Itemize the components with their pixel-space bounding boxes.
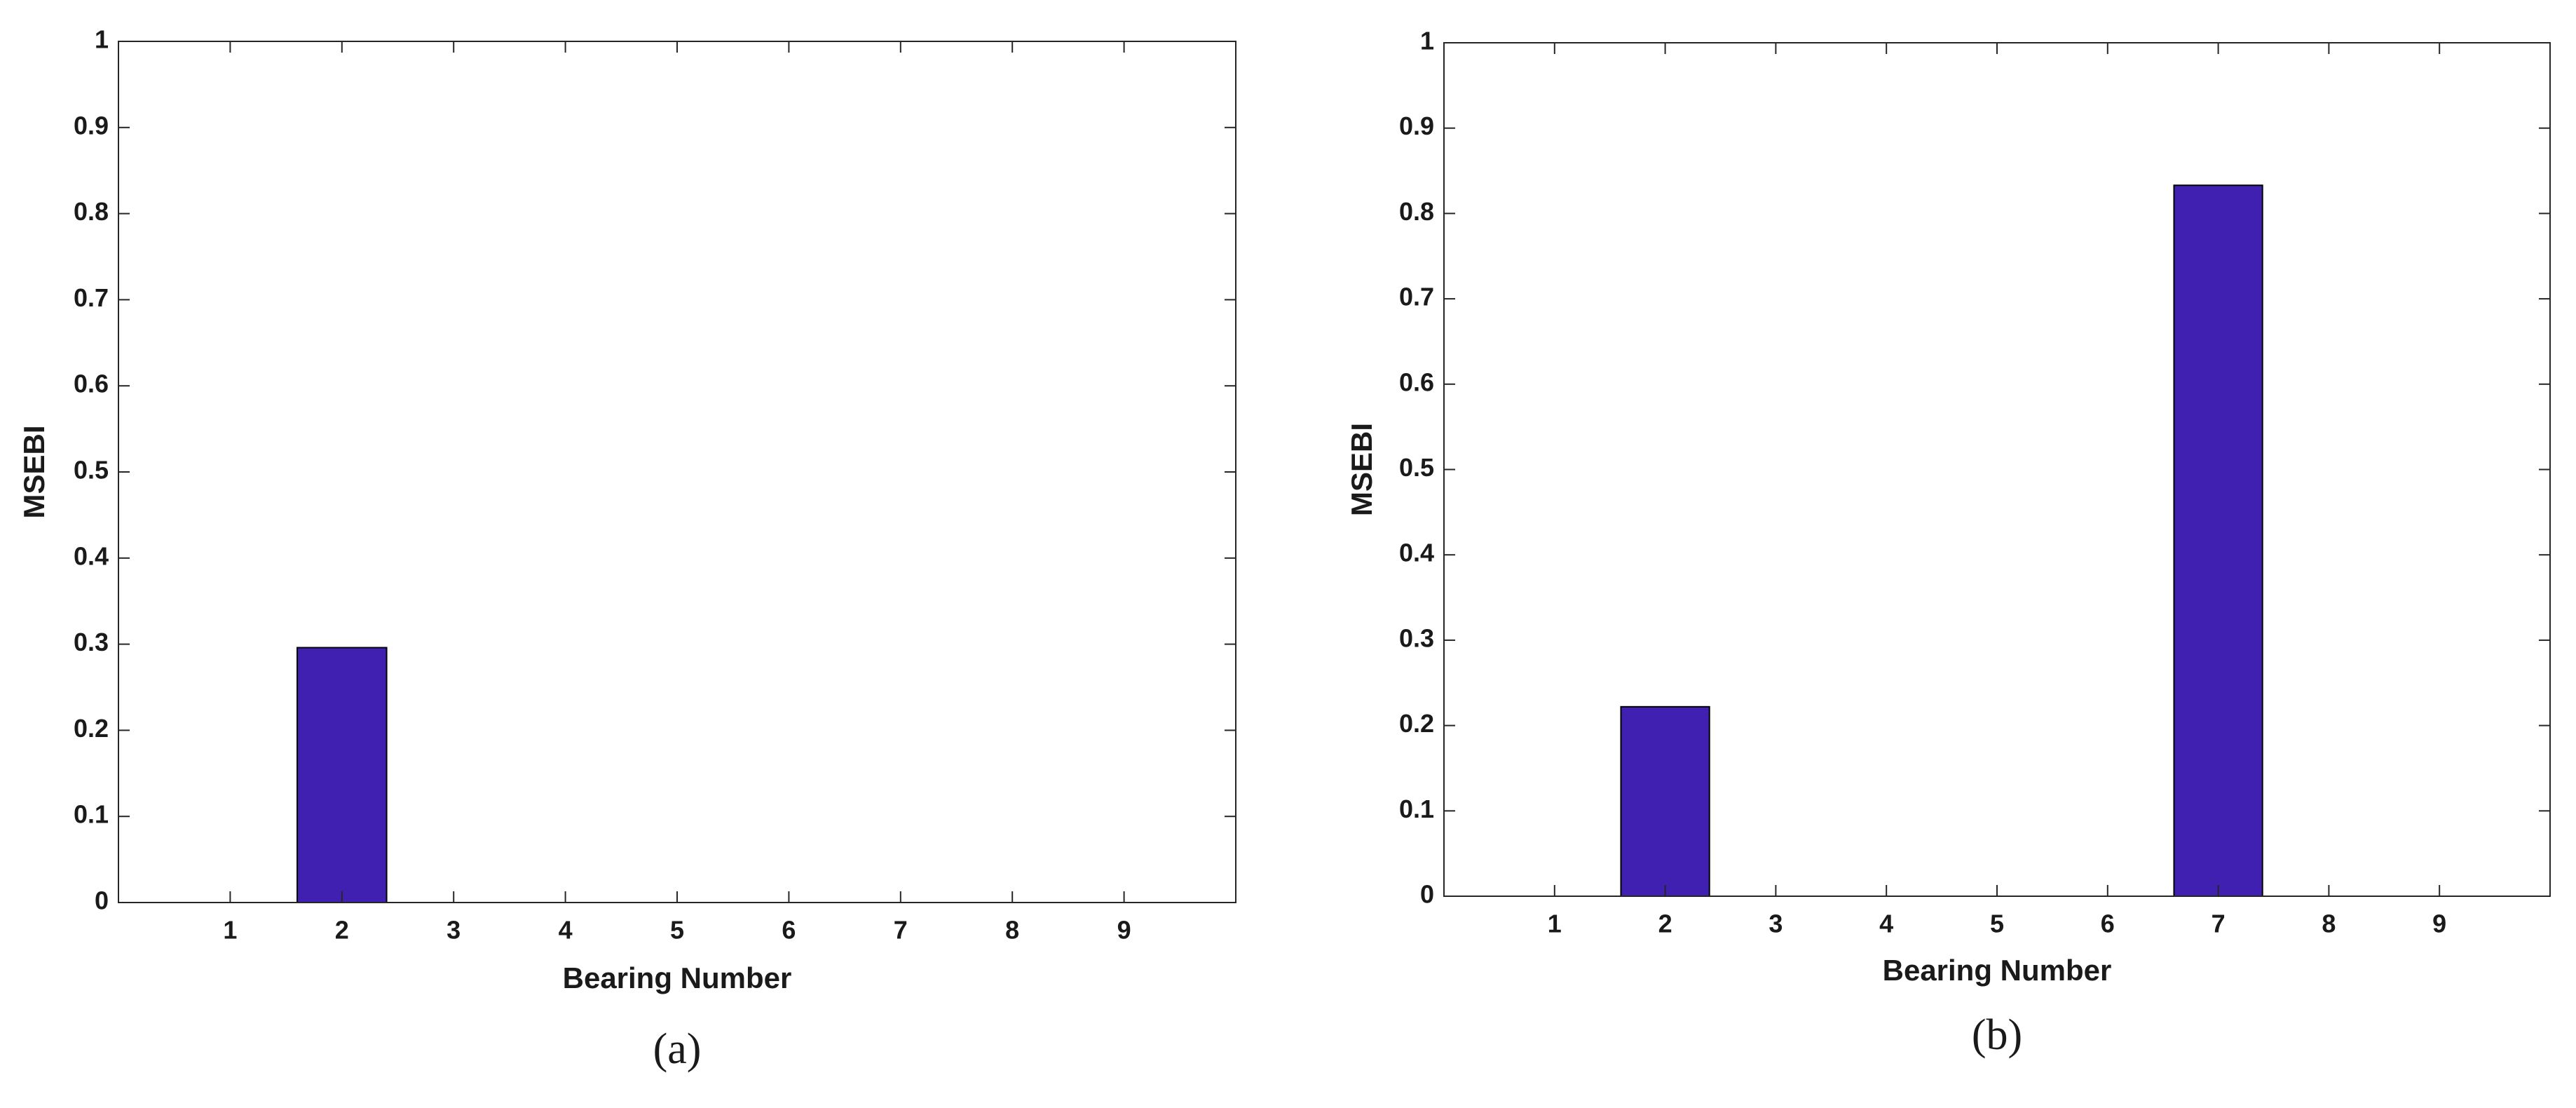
x-tick-label: 2 <box>335 916 349 945</box>
bar <box>2173 184 2263 897</box>
x-tick-label: 7 <box>894 916 908 945</box>
y-tick-label: 0.3 <box>74 628 109 656</box>
y-tick-label: 0 <box>1420 880 1434 909</box>
x-tick-label: 5 <box>1990 910 2004 938</box>
y-tick-label: 0.5 <box>1399 453 1434 482</box>
bar <box>297 647 388 904</box>
y-axis-label: MSEBI <box>18 425 50 518</box>
x-tick-label: 3 <box>447 916 461 945</box>
y-tick-label: 0.7 <box>74 283 109 312</box>
caption: (a) <box>653 1025 702 1073</box>
y-axis-label: MSEBI <box>1345 423 1378 516</box>
y-tick-label: 0 <box>95 886 109 915</box>
y-tick-label: 0.9 <box>1399 112 1434 140</box>
x-tick-label: 7 <box>2212 910 2226 938</box>
x-tick-label: 4 <box>559 916 573 945</box>
y-tick-label: 0.9 <box>74 111 109 140</box>
x-tick-label: 1 <box>223 916 237 945</box>
y-tick-label: 0.1 <box>74 800 109 829</box>
y-tick-label: 0.2 <box>74 714 109 743</box>
x-tick-label: 5 <box>670 916 684 945</box>
bar <box>1620 705 1710 897</box>
x-tick-label: 2 <box>1658 910 1672 938</box>
y-tick-label: 0.8 <box>1399 197 1434 226</box>
y-tick-label: 0.6 <box>74 370 109 398</box>
caption: (b) <box>1972 1011 2022 1059</box>
x-tick-label: 9 <box>2432 910 2446 938</box>
y-tick-label: 0.8 <box>74 197 109 226</box>
y-tick-label: 0.4 <box>74 541 109 570</box>
x-tick-label: 8 <box>2322 910 2336 938</box>
x-tick-label: 3 <box>1769 910 1783 938</box>
y-tick-label: 0.5 <box>74 456 109 485</box>
x-tick-label: 9 <box>1117 916 1131 945</box>
axes-box <box>1443 42 2551 897</box>
x-axis-label: Bearing Number <box>563 961 792 994</box>
x-tick-label: 6 <box>782 916 796 945</box>
x-tick-label: 4 <box>1879 910 1893 938</box>
x-axis-label: Bearing Number <box>1883 954 2112 987</box>
y-tick-label: 0.6 <box>1399 367 1434 396</box>
y-tick-label: 0.7 <box>1399 283 1434 311</box>
x-tick-label: 8 <box>1005 916 1019 945</box>
y-tick-label: 0.3 <box>1399 623 1434 652</box>
y-tick-label: 1 <box>1420 27 1434 55</box>
y-tick-label: 1 <box>95 25 109 54</box>
y-tick-label: 0.4 <box>1399 539 1434 567</box>
x-tick-label: 1 <box>1548 910 1562 938</box>
y-tick-label: 0.1 <box>1399 795 1434 823</box>
y-tick-label: 0.2 <box>1399 709 1434 738</box>
x-tick-label: 6 <box>2101 910 2115 938</box>
axes-box <box>118 41 1236 903</box>
